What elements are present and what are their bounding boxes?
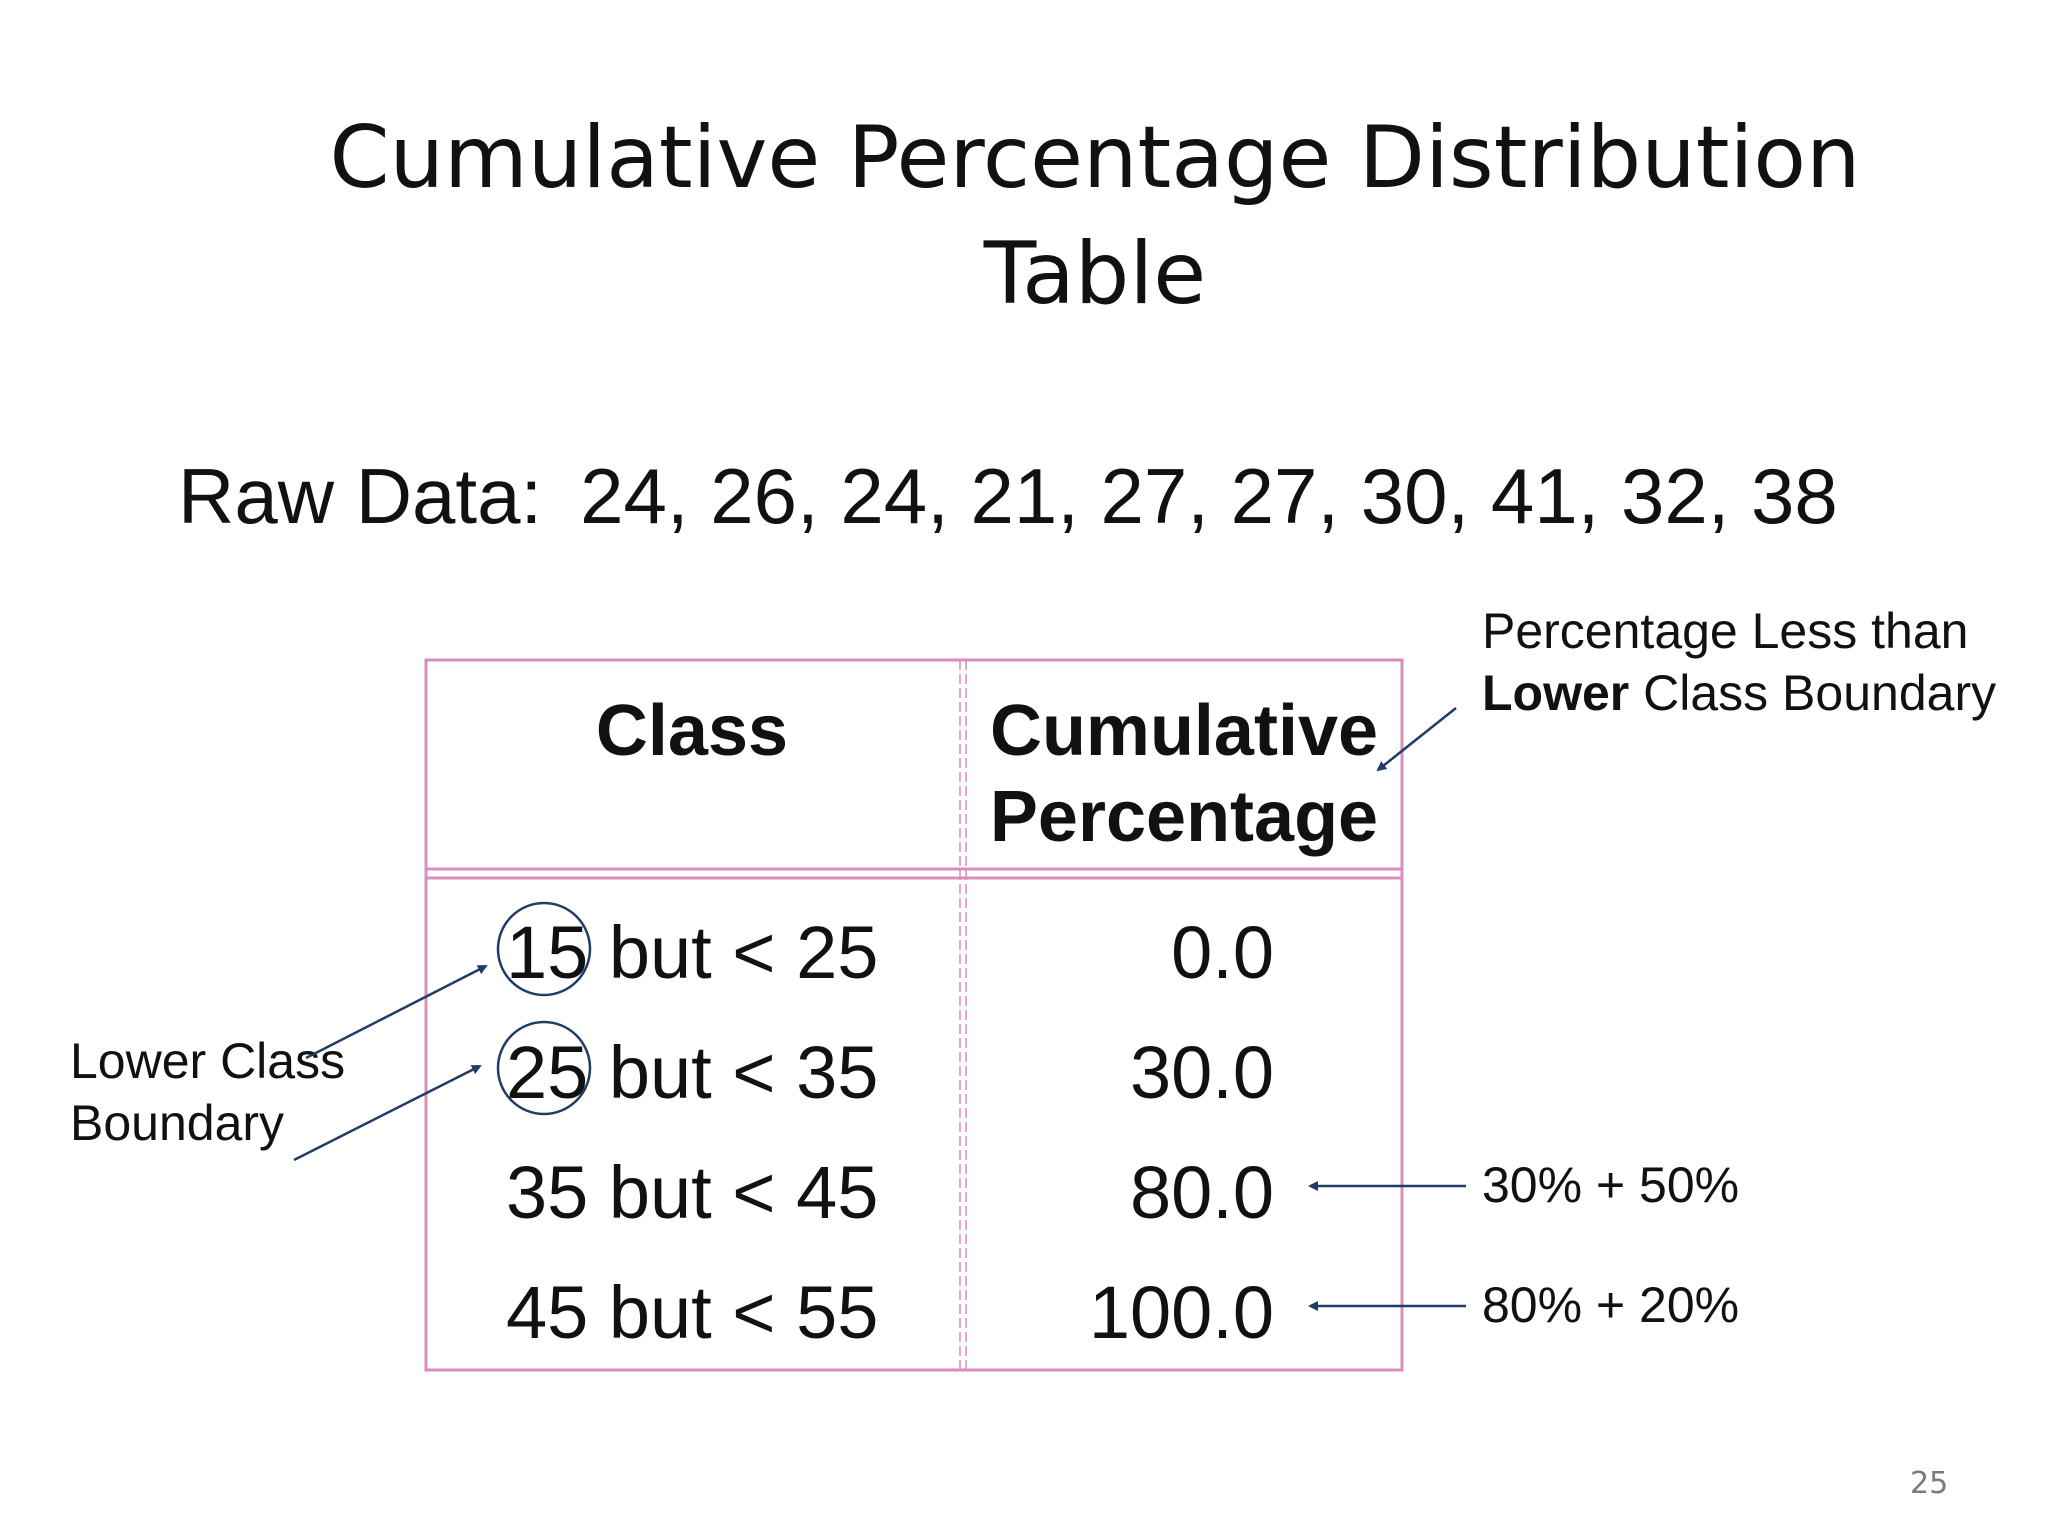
row-2-class: 25 but < 35 (506, 1031, 879, 1114)
header-cumulative-percentage: Cumulative Percentage (964, 688, 1404, 860)
raw-data-label: Raw Data: (178, 452, 543, 540)
lower-boundary-arrow-1 (305, 964, 488, 1060)
highlight-circle-row-1 (496, 901, 592, 997)
title-line-2: Table (983, 224, 1207, 324)
row-4-class: 45 but < 55 (506, 1271, 879, 1354)
header-annotation-arrow (1376, 707, 1457, 772)
header-cumulative-line-1: Cumulative (989, 691, 1379, 771)
header-cumulative-line-2: Percentage (989, 777, 1379, 857)
cumulative-percentage-table: Class Cumulative Percentage 15 but < 25 … (424, 658, 1406, 1374)
lower-boundary-line-1: Lower Class (70, 1033, 346, 1089)
raw-data-line: Raw Data: 24, 26, 24, 21, 27, 27, 30, 41,… (178, 448, 1838, 544)
header-annotation: Percentage Less than Lower Class Boundar… (1482, 600, 1996, 724)
header-annotation-line-1: Percentage Less than (1482, 603, 1969, 659)
title-line-1: Cumulative Percentage Distribution (329, 108, 1861, 208)
row-3-class: 35 but < 45 (506, 1151, 879, 1234)
slide-title: Cumulative Percentage Distribution Table (0, 100, 2048, 332)
lower-boundary-line-2: Boundary (70, 1095, 285, 1151)
row-4-annotation: 80% + 20% (1482, 1277, 1740, 1333)
header-class: Class (595, 691, 789, 771)
highlight-circle-row-2 (496, 1020, 592, 1116)
row-4-cumulative: 100.0 (1088, 1271, 1274, 1354)
header-annotation-line-2: Lower Class Boundary (1482, 662, 1996, 724)
table-outer-border (424, 658, 1404, 1372)
header-annotation-bold: Lower (1482, 665, 1630, 721)
table-borders (424, 658, 1404, 1372)
lower-boundary-arrow-2 (293, 1064, 482, 1162)
row-2-cumulative: 30.0 (1129, 1031, 1274, 1114)
lower-boundary-annotation: Lower Class Boundary (70, 1030, 345, 1154)
row-3-cumulative: 80.0 (1129, 1151, 1274, 1234)
page-number: 25 (1910, 1466, 1949, 1501)
row-3-annotation: 30% + 50% (1482, 1157, 1740, 1213)
header-annotation-rest: Class Boundary (1629, 665, 1997, 721)
row-1-cumulative: 0.0 (1171, 911, 1274, 994)
raw-data-values: 24, 26, 24, 21, 27, 27, 30, 41, 32, 38 (580, 452, 1838, 540)
row-1-class: 15 but < 25 (506, 911, 879, 994)
